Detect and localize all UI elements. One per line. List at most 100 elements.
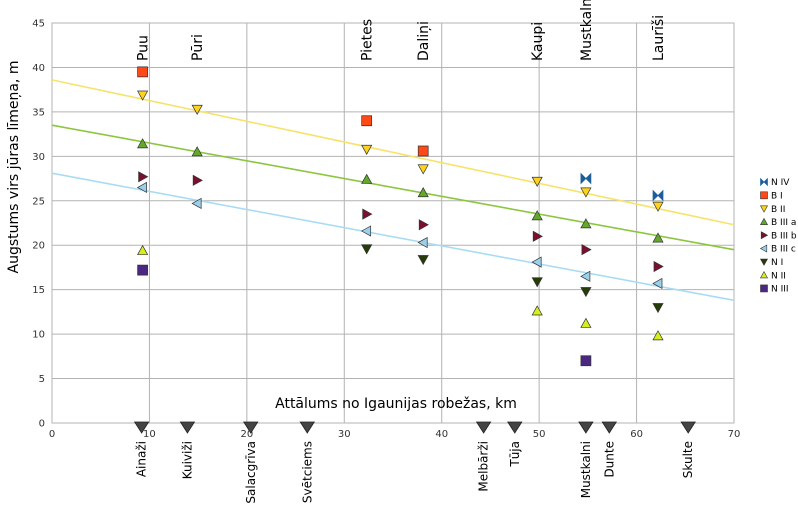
site-labels: Puu Pūri Pietes Daliņi Kaupi Mustkalni Laurīši (136, 0, 667, 61)
town-label-svetciems: Svētciems (300, 441, 314, 503)
legend-label-b-i: B I (771, 192, 783, 202)
point-b-iii-b (581, 244, 592, 256)
point-b-iii-a (417, 187, 429, 198)
legend-label-b-iii-a: B III a (771, 218, 796, 228)
legend-marker-b-i (760, 191, 768, 200)
x-tick-label: 20 (240, 429, 253, 440)
grid (51, 22, 735, 424)
data-points (136, 66, 664, 367)
legend-marker-b-iii-a (759, 217, 769, 225)
trendline (51, 172, 735, 302)
town-label-ainazi: Ainaži (135, 441, 149, 477)
site-label-puu: Puu (136, 35, 152, 61)
y-tick-label: 10 (32, 330, 45, 341)
legend: N IV B I B II B III a B III b B III c N I N II N… (759, 177, 797, 295)
town-marker-ainazi (133, 421, 150, 434)
point-b-iii-a (580, 218, 592, 229)
point-b-iii-c (652, 277, 663, 290)
y-tick-label: 25 (32, 196, 45, 207)
town-marker-skulte (680, 421, 696, 434)
x-tick-label: 0 (49, 429, 55, 440)
y-tick-label: 40 (32, 63, 45, 74)
point-b-iii-b (653, 260, 664, 273)
axes: 0 5 10 15 20 25 30 35 40 45 0 10 20 30 40 50 60 70 (32, 19, 740, 441)
point-n-ii (652, 330, 664, 341)
y-tick-label: 0 (39, 419, 45, 430)
town-marker-svetciems (299, 421, 315, 434)
point-b-iii-c (360, 225, 372, 237)
point-b-iii-b (362, 208, 373, 220)
point-n-i (417, 255, 429, 266)
point-b-i (417, 145, 429, 157)
point-b-iii-b (418, 219, 429, 231)
point-n-iv (580, 172, 592, 185)
legend-marker-b-iii-b (760, 231, 769, 240)
town-label-dunte: Dunte (602, 441, 616, 478)
point-n-iii (580, 355, 592, 367)
town-marker-tuja (507, 421, 523, 434)
point-b-iii-b (532, 230, 543, 242)
point-b-iii-c (580, 270, 591, 282)
point-n-i (580, 287, 592, 298)
site-label-laurisi: Laurīši (651, 15, 667, 61)
x-tick-label: 50 (533, 429, 546, 440)
y-axis-label: Augstums virs jūras līmeņa, m (6, 61, 22, 274)
town-marker-kuivizi (179, 421, 196, 434)
point-b-iii-c (191, 197, 202, 210)
legend-marker-b-ii (759, 205, 769, 213)
legend-label-b-iii-c: B III c (771, 245, 796, 255)
town-label-mustkalni: Mustkalni (579, 441, 593, 498)
point-b-iii-a (191, 146, 203, 157)
y-tick-label: 20 (32, 241, 45, 252)
legend-label-n-iii: N III (771, 285, 789, 295)
town-marker-melbarzi (475, 421, 492, 434)
y-tick-label: 35 (32, 107, 45, 118)
town-labels: Ainaži Kuiviži Salacgrīva Svētciems Melbārži… (133, 421, 696, 504)
point-b-ii (361, 144, 373, 155)
legend-marker-n-ii (759, 270, 769, 279)
x-axis-label: Attālums no Igaunijas robežas, km (275, 396, 517, 412)
point-b-iii-b (192, 174, 203, 186)
legend-label-b-iii-b: B III b (771, 231, 797, 241)
y-tick-label: 30 (32, 152, 45, 163)
y-tick-label: 15 (32, 285, 45, 296)
trendline (51, 79, 735, 226)
plot-border (51, 22, 735, 424)
trendline (51, 124, 735, 251)
point-b-iii-c (531, 256, 542, 268)
x-tick-label: 60 (630, 429, 643, 440)
point-b-ii (580, 187, 592, 198)
point-n-iii (137, 264, 148, 276)
point-b-i (137, 66, 148, 78)
legend-marker-n-i (759, 258, 769, 266)
y-tick-label: 45 (32, 19, 45, 30)
site-label-kaupi: Kaupi (530, 22, 546, 61)
site-label-puri: Pūri (190, 34, 206, 61)
point-n-ii (531, 305, 543, 316)
point-n-ii (137, 244, 149, 255)
town-label-tuja: Tūja (508, 441, 522, 468)
town-marker-mustkalni (578, 421, 594, 434)
point-b-ii (191, 104, 203, 115)
point-b-iii-c (417, 236, 428, 249)
point-b-i (361, 115, 373, 127)
legend-label-n-ii: N II (771, 271, 786, 281)
point-n-i (361, 244, 373, 255)
legend-marker-n-iii (760, 284, 768, 293)
site-label-mustkalni: Mustkalni (579, 0, 595, 61)
point-b-iii-a (137, 138, 149, 149)
site-label-dalini: Daliņi (416, 21, 432, 61)
point-n-i (531, 277, 543, 288)
point-b-iii-b (138, 171, 149, 183)
point-b-ii (417, 164, 429, 175)
x-tick-label: 40 (435, 429, 448, 440)
legend-label-b-ii: B II (771, 205, 785, 215)
legend-marker-b-iii-c (759, 244, 768, 253)
point-b-ii (531, 176, 543, 187)
legend-label-n-i: N I (771, 258, 783, 268)
trendlines (51, 79, 735, 302)
town-marker-dunte (601, 421, 618, 434)
town-label-salacgriva: Salacgrīva (244, 441, 258, 504)
y-tick-label: 5 (39, 374, 45, 385)
